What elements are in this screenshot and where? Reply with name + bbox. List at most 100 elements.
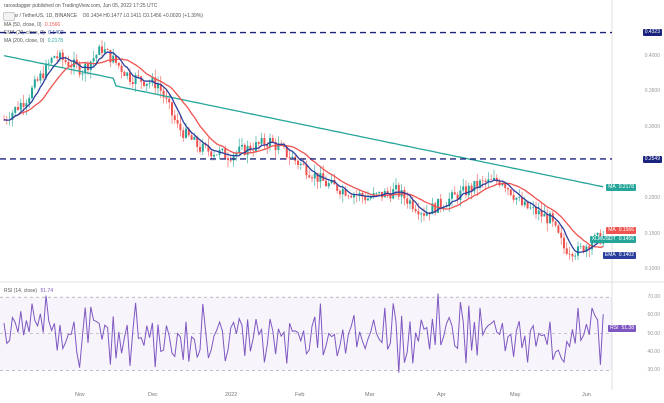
candle-body [568, 253, 571, 255]
badge-value: 0.1566 [618, 227, 634, 233]
candle-body [344, 189, 347, 196]
candle-body [327, 183, 330, 187]
time-axis-label: Mar [365, 392, 375, 398]
candle-body [75, 59, 78, 64]
candle-body [179, 123, 182, 131]
candle-body [92, 58, 95, 62]
candle-body [129, 72, 131, 82]
candle-body [137, 75, 140, 77]
candle-body [185, 128, 187, 138]
candle-body [257, 142, 260, 144]
rsi-line[interactable] [3, 293, 604, 373]
candle-body [59, 52, 61, 59]
candle-body [423, 213, 425, 216]
candle-body [560, 232, 563, 238]
candle-body [554, 221, 557, 226]
ema20-line[interactable] [3, 51, 604, 254]
symbol-name[interactable]: Stellar / TetherUS, 1D, BINANCE [4, 13, 78, 19]
candle-body [173, 115, 176, 121]
candle-body [243, 144, 246, 155]
candle-body [453, 192, 456, 195]
indicator-label: MA (200, close, 0) [4, 38, 45, 44]
candle-body [232, 155, 235, 161]
candle-body [271, 137, 274, 142]
price-badge: XLMUSDT 0.1456 [589, 236, 636, 243]
candle-body [305, 164, 308, 176]
price-axis-label: 0.2000 [644, 195, 660, 202]
candle-body [353, 194, 355, 198]
candle-body [64, 59, 67, 62]
candle-body [106, 49, 109, 50]
ma50-line[interactable] [3, 58, 604, 249]
candle-body [434, 203, 437, 213]
candle-body [67, 61, 70, 67]
rsi-legend[interactable]: RSI (14, close) 51.74 [4, 288, 53, 294]
level-label-mid: 0.2549 [642, 156, 662, 163]
candle-body [221, 148, 224, 151]
candle-body [101, 46, 103, 53]
candle-body [148, 82, 151, 84]
candle-body [50, 57, 53, 63]
price-axis-label: 0.4000 [644, 52, 660, 59]
candle-body [507, 188, 509, 190]
symbol-header: Stellar / TetherUS, 1D, BINANCE O0.1434 … [4, 13, 203, 19]
candle-body [299, 163, 302, 165]
candle-body [255, 142, 257, 152]
candle-body [277, 144, 280, 150]
rsi-axis-label: 60.00 [647, 312, 660, 319]
candle-body [89, 61, 92, 71]
candle-body [465, 186, 467, 196]
candle-body [168, 98, 171, 103]
candle-body [456, 194, 459, 200]
candle-body [11, 112, 14, 120]
candle-body [19, 102, 22, 110]
time-axis-label: Feb [295, 392, 305, 398]
indicator-value: 0.2178 [47, 38, 63, 44]
candle-body [473, 180, 476, 192]
candle-body [540, 210, 543, 217]
indicator-legend-ma200[interactable]: MA (200, close, 0) 0.2178 [4, 38, 63, 44]
candle-body [515, 197, 518, 200]
candle-body [577, 246, 579, 256]
candle-body [297, 160, 299, 165]
candle-body [313, 173, 316, 179]
candle-body [215, 154, 218, 156]
candle-body [549, 213, 551, 224]
candle-body [190, 135, 193, 140]
candle-body [336, 184, 339, 191]
price-axis-label: 0.1000 [644, 266, 660, 273]
candle-body [579, 245, 582, 247]
indicator-legend-ma50[interactable]: MA (50, close, 0) 0.1566 [4, 22, 60, 28]
rsi-badge: RSI 51.38 [608, 325, 636, 332]
candle-body [325, 180, 327, 187]
candle-body [378, 191, 381, 194]
candle-body [571, 254, 574, 257]
candle-body [490, 179, 493, 180]
candle-body [207, 145, 210, 152]
ma200-line[interactable] [3, 54, 604, 188]
candle-body [263, 138, 266, 146]
candle-body [187, 128, 190, 136]
rsi-axis-label: 40.00 [647, 349, 660, 356]
candle-body [249, 145, 252, 151]
candle-body [487, 179, 490, 183]
candle-body [375, 193, 378, 194]
badge-value: 0.1456 [618, 236, 634, 242]
badge-tag: RSI [610, 325, 619, 331]
candle-body [358, 193, 361, 195]
candle-body [596, 232, 599, 236]
ema20-badge: EMA 0.1402 [602, 252, 636, 259]
candle-body [182, 130, 185, 138]
time-axis-label: Dec [148, 392, 158, 398]
candle-body [61, 52, 64, 60]
time-axis-label: May [510, 392, 521, 398]
price-axis-label: 0.3500 [644, 88, 660, 95]
candle-body [260, 138, 263, 144]
candle-body [445, 206, 448, 208]
candle-body [367, 198, 369, 201]
candle-body [176, 120, 179, 124]
level-label-top: 0.4323 [642, 29, 662, 36]
badge-value: 51.38 [621, 325, 634, 331]
collapse-button[interactable] [3, 12, 15, 21]
